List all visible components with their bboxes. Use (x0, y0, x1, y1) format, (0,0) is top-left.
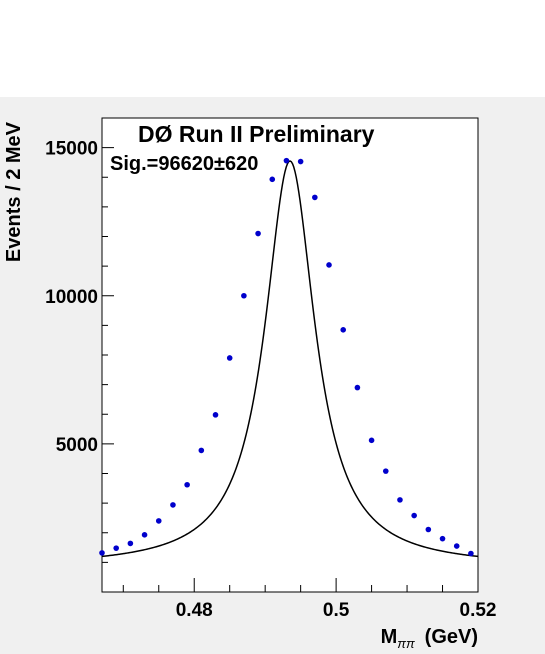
data-point (127, 540, 134, 547)
data-point (241, 292, 247, 299)
data-point (255, 230, 261, 237)
data-point (297, 158, 304, 165)
data-point (425, 526, 432, 533)
significance-annotation: Sig.=96620±620 (110, 153, 258, 175)
data-point (468, 550, 474, 557)
y-axis-title: Events / 2 MeV (3, 121, 25, 262)
data-point (368, 437, 375, 444)
data-point (212, 412, 219, 418)
x-tick-label: 0.5 (323, 600, 350, 621)
chart-title: DØ Run II Preliminary (138, 121, 375, 147)
data-point (198, 447, 205, 454)
data-point (340, 327, 347, 333)
data-point (226, 355, 233, 361)
x-tick-labels: 0.48 0.5 0.52 (176, 600, 497, 621)
y-tick-labels: 5000 10000 15000 (45, 139, 98, 456)
data-point (326, 262, 332, 268)
data-point (439, 535, 446, 542)
data-point (184, 481, 190, 488)
plot-frame (101, 117, 479, 593)
data-points (99, 157, 474, 557)
data-point (312, 194, 318, 201)
data-point (113, 545, 119, 551)
data-point (141, 532, 148, 538)
x-axis-title-main: M (381, 626, 398, 648)
y-tick-label: 10000 (45, 287, 98, 308)
data-point (453, 543, 460, 549)
data-point (382, 468, 389, 474)
axis-ticks (102, 147, 479, 592)
data-point (155, 518, 162, 524)
x-axis-title-subscript: ππ (397, 636, 415, 651)
x-axis-title-unit: (GeV) (425, 626, 478, 648)
data-point (269, 176, 276, 183)
data-point (99, 550, 105, 556)
x-axis-title: Mππ (GeV) (381, 626, 478, 651)
data-point (411, 512, 417, 519)
data-point (170, 502, 176, 508)
y-tick-label: 5000 (56, 435, 98, 456)
data-point (283, 157, 290, 164)
data-point (354, 384, 361, 391)
data-point (397, 497, 403, 503)
x-tick-label: 0.52 (460, 600, 497, 621)
fit-curve (101, 160, 479, 558)
y-tick-label: 15000 (45, 139, 98, 160)
x-tick-label: 0.48 (176, 600, 213, 621)
